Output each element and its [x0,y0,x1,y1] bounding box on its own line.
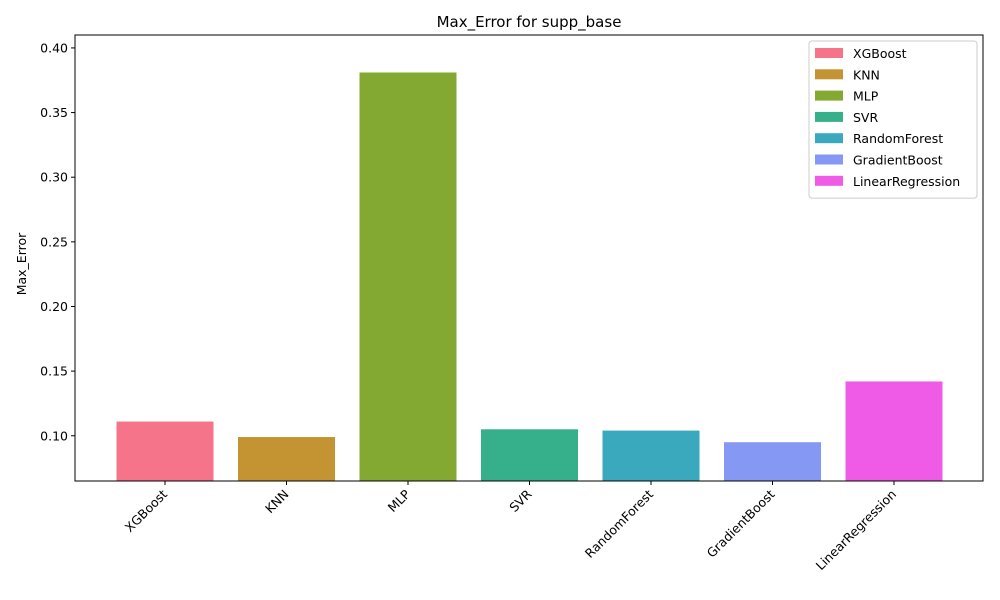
bar-knn [238,437,335,481]
bar-mlp [359,72,457,481]
legend-swatch-linearregression [815,175,843,186]
legend-swatch-mlp [815,90,843,101]
bar-randomforest [602,430,700,481]
legend-box [808,40,978,199]
legend-label: KNN [853,67,880,82]
x-tick-label: RandomForest [582,486,656,560]
y-tick-label: 0.35 [40,105,68,120]
legend-swatch-xgboost [815,48,843,58]
y-tick-label: 0.10 [40,428,68,443]
bar-linearregression [845,381,943,481]
y-tick-label: 0.40 [40,40,68,55]
legend-swatch-gradientboost [815,154,843,165]
y-tick-label: 0.25 [40,234,68,249]
legend-label: GradientBoost [853,153,943,168]
axes-frame [74,34,984,482]
chart-title: Max_Error for supp_base [437,13,622,32]
legend-swatch-randomforest [815,133,843,144]
y-tick-label: 0.30 [40,170,68,185]
y-axis-label: Max_Error [14,232,29,295]
legend-label: XGBoost [853,46,907,61]
legend-swatch-svr [815,111,843,122]
legend-swatch-knn [815,69,843,80]
x-tick-label: LinearRegression [813,487,899,573]
x-tick-label: XGBoost [122,486,171,535]
legend-label: LinearRegression [853,174,960,189]
bar-svr [481,429,578,481]
legend-label: MLP [853,89,879,104]
x-tick-label: SVR [506,486,535,515]
legend: XGBoost KNN MLP SVR RandomForest GradientBoos… [808,40,978,199]
x-tick-label: MLP [385,486,414,515]
y-tick-label: 0.15 [40,364,68,379]
legend-label: SVR [853,110,878,125]
x-tick-label: GradientBoost [704,486,778,560]
x-tick-label: KNN [262,487,292,517]
bar-xgboost [116,421,214,481]
y-tick-label: 0.20 [40,299,68,314]
legend-label: RandomForest [853,131,943,146]
bar-gradientboost [724,442,821,481]
